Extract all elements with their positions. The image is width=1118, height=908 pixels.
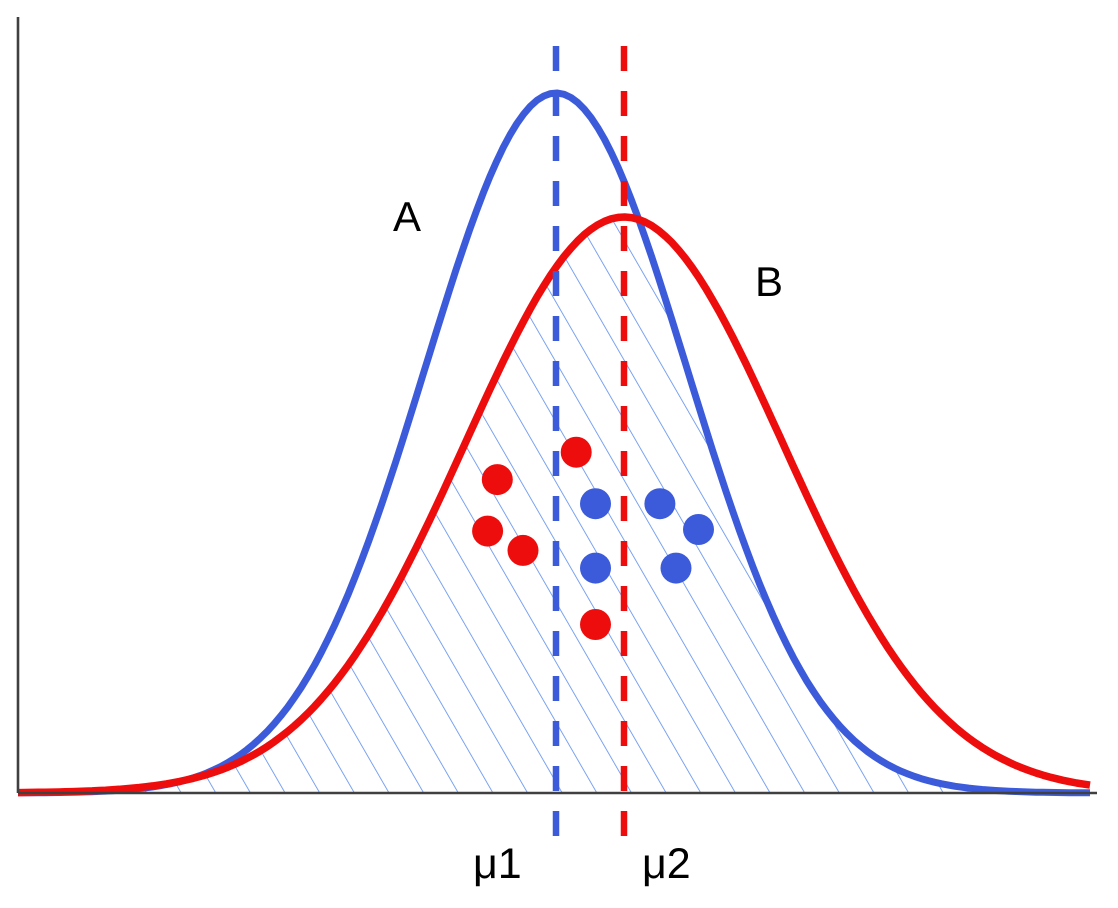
svg-text:B: B — [755, 258, 783, 305]
svg-text:A: A — [393, 193, 421, 240]
svg-text:μ2: μ2 — [642, 840, 691, 888]
svg-text:μ1: μ1 — [473, 840, 522, 888]
